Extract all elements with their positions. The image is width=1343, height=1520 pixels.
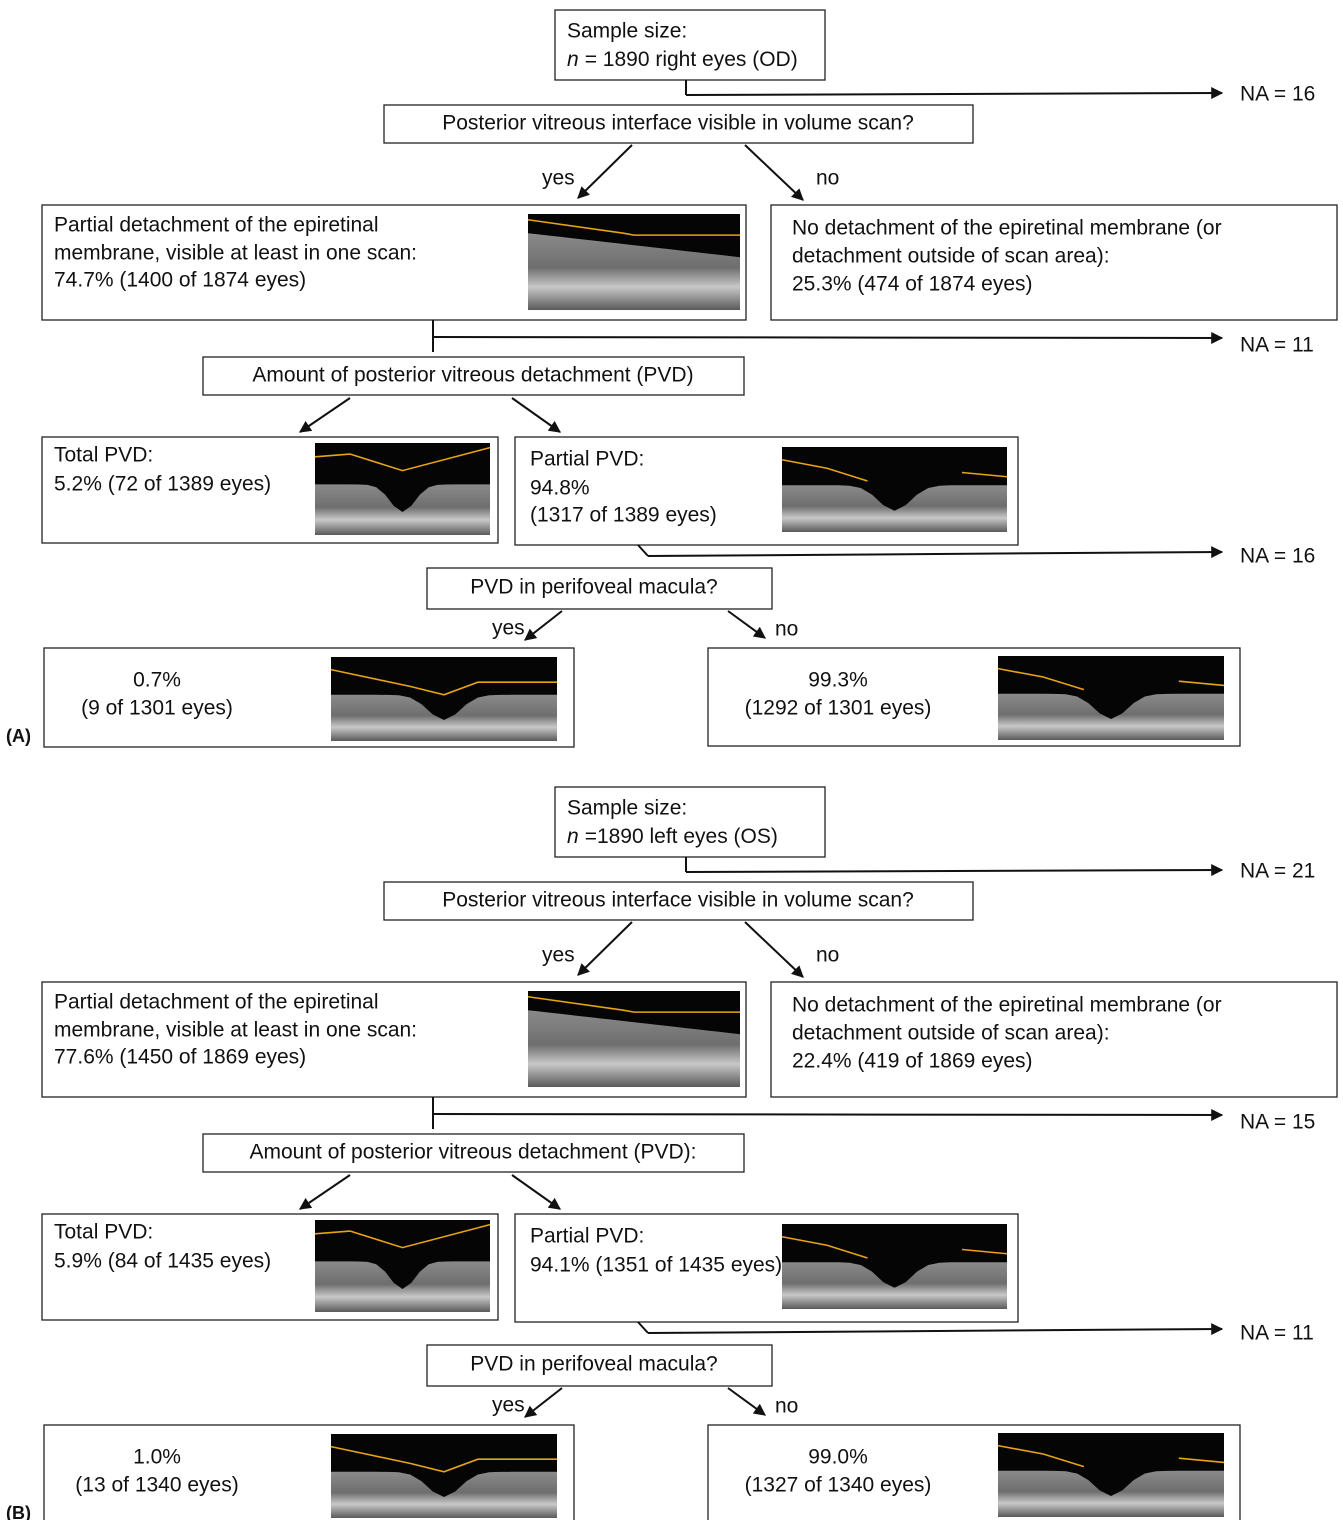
node-text: Partial detachment of the epiretinal — [54, 991, 379, 1014]
branch-label: yes — [492, 1394, 525, 1417]
arrow — [512, 398, 560, 432]
na-label: NA = 16 — [1240, 545, 1315, 568]
connector — [638, 1322, 648, 1333]
arrow — [686, 93, 1222, 95]
node-text: Total PVD: — [54, 1221, 153, 1244]
node-text: 94.1% (1351 of 1435 eyes) — [530, 1254, 782, 1277]
arrow — [512, 1175, 560, 1209]
node-text: 99.0% — [808, 1446, 868, 1469]
node-text: Total PVD: — [54, 444, 153, 467]
branch-label: yes — [542, 167, 575, 190]
node-text: (1317 of 1389 eyes) — [530, 504, 717, 527]
node-text: 5.9% (84 of 1435 eyes) — [54, 1250, 271, 1273]
arrow — [433, 1114, 1222, 1115]
node-text: Sample size: — [567, 797, 687, 820]
node-text: 5.2% (72 of 1389 eyes) — [54, 473, 271, 496]
arrow — [300, 1175, 350, 1209]
branch-label: no — [816, 944, 839, 967]
oct-image — [528, 214, 740, 310]
na-label: NA = 11 — [1240, 334, 1314, 357]
node-text: 77.6% (1450 of 1869 eyes) — [54, 1046, 306, 1069]
arrow — [578, 145, 632, 198]
branch-label: yes — [542, 944, 575, 967]
node-text: Amount of posterior vitreous detachment … — [252, 364, 693, 387]
arrow — [728, 611, 765, 638]
na-label: NA = 21 — [1240, 860, 1315, 883]
oct-image — [331, 657, 557, 741]
arrow — [578, 922, 632, 975]
branch-label: no — [775, 1395, 798, 1418]
oct-image — [782, 1224, 1007, 1309]
node-text: (9 of 1301 eyes) — [81, 697, 233, 720]
node-text: No detachment of the epiretinal membrane… — [792, 217, 1222, 240]
node-text: Sample size: — [567, 20, 687, 43]
oct-image — [528, 991, 740, 1087]
branch-label: no — [775, 618, 798, 641]
connector — [638, 545, 648, 556]
node-text: Posterior vitreous interface visible in … — [442, 889, 914, 912]
node-text: 25.3% (474 of 1874 eyes) — [792, 273, 1033, 296]
oct-image — [315, 1220, 490, 1312]
arrow — [648, 1329, 1222, 1333]
node-text: 0.7% — [133, 669, 181, 692]
node-text: Partial PVD: — [530, 1225, 644, 1248]
arrow — [525, 1388, 562, 1417]
node-text: (1327 of 1340 eyes) — [745, 1474, 932, 1497]
flowchart: (A) Sample size: n = 1890 right eyes (OD) NA… — [0, 0, 1343, 1520]
branch-label: yes — [492, 617, 525, 640]
arrow — [648, 552, 1222, 556]
node-text: =1890 left eyes (OS) — [585, 825, 778, 848]
oct-image — [331, 1434, 557, 1518]
node-text: Partial PVD: — [530, 448, 644, 471]
arrow — [728, 1388, 765, 1415]
oct-image — [998, 656, 1224, 740]
oct-image — [998, 1433, 1224, 1517]
node-text: 22.4% (419 of 1869 eyes) — [792, 1050, 1033, 1073]
node-text: 74.7% (1400 of 1874 eyes) — [54, 269, 306, 292]
na-label: NA = 15 — [1240, 1111, 1315, 1134]
arrow — [433, 337, 1222, 338]
arrow — [745, 145, 803, 200]
oct-image — [315, 443, 490, 535]
node-text: Posterior vitreous interface visible in … — [442, 112, 914, 135]
node-text: detachment outside of scan area): — [792, 1022, 1110, 1045]
page: {"panels": [ {"label": "(A)", "sample": … — [0, 0, 1343, 1520]
node-text: 94.8% — [530, 477, 590, 500]
node-text: membrane, visible at least in one scan: — [54, 1019, 417, 1042]
node-text: No detachment of the epiretinal membrane… — [792, 994, 1222, 1017]
node-text: Amount of posterior vitreous detachment … — [249, 1141, 696, 1164]
node-text: membrane, visible at least in one scan: — [54, 242, 417, 265]
node-text: (13 of 1340 eyes) — [75, 1474, 238, 1497]
node-text: PVD in perifoveal macula? — [470, 576, 717, 599]
node-text: = 1890 right eyes (OD) — [585, 48, 798, 71]
variable: n — [567, 48, 579, 71]
node-text: (1292 of 1301 eyes) — [745, 697, 932, 720]
node-text: 1.0% — [133, 1446, 181, 1469]
na-label: NA = 11 — [1240, 1322, 1314, 1345]
node-text: Partial detachment of the epiretinal — [54, 214, 379, 237]
node-text: n =1890 left eyes (OS) — [567, 825, 778, 848]
oct-image — [782, 447, 1007, 532]
panel-label: (A) — [6, 726, 31, 746]
node-text: detachment outside of scan area): — [792, 245, 1110, 268]
variable: n — [567, 825, 579, 848]
arrow — [686, 870, 1222, 872]
arrow — [300, 398, 350, 432]
na-label: NA = 16 — [1240, 83, 1315, 106]
panel-label: (B) — [6, 1503, 31, 1520]
arrow — [525, 611, 562, 640]
node-text: n = 1890 right eyes (OD) — [567, 48, 798, 71]
branch-label: no — [816, 167, 839, 190]
node-text: 99.3% — [808, 669, 868, 692]
arrow — [745, 922, 803, 977]
node-text: PVD in perifoveal macula? — [470, 1353, 717, 1376]
